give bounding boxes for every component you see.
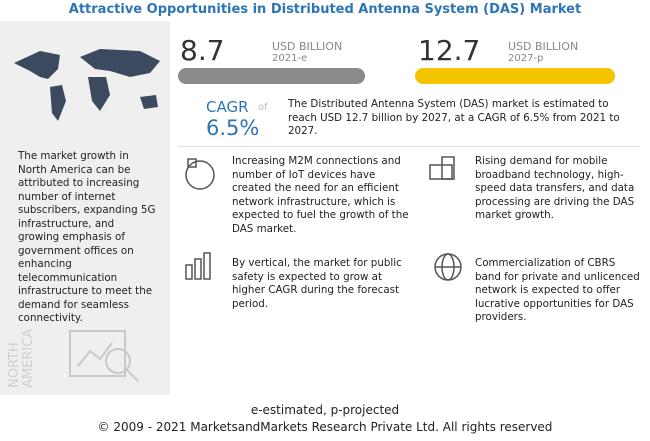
footer-note: e-estimated, p-projected <box>250 403 400 417</box>
stat-year: 2027-p <box>508 53 544 64</box>
stat-value: 8.7 <box>180 34 225 67</box>
stat-bar <box>415 68 615 84</box>
point-text: Commercialization of CBRS band for priva… <box>475 257 640 323</box>
cagr-value: 6.5% <box>206 116 260 140</box>
point-text: Increasing M2M connections and number of… <box>232 155 409 235</box>
cagr-label: CAGR <box>206 98 249 116</box>
region: NORTH AMERICA <box>7 328 36 388</box>
stat-unit: USD BILLION <box>508 40 579 53</box>
left-text: The market growth in North America can b… <box>18 150 156 324</box>
point-text: By vertical, the market for public safet… <box>232 257 402 310</box>
stat-year: 2021-e <box>272 53 308 64</box>
world-map <box>14 49 160 121</box>
stat-value: 12.7 <box>418 34 481 67</box>
stat-unit: USD BILLION <box>272 40 343 53</box>
title: Attractive Opportunities in Distributed … <box>68 2 582 17</box>
cagr-text: The Distributed Antenna System (DAS) mar… <box>288 98 620 137</box>
point-icons <box>185 156 462 281</box>
divider <box>178 146 640 147</box>
left-panel <box>0 21 170 395</box>
analytics-icon <box>69 330 139 382</box>
copyright: © 2009 - 2021 MarketsandMarkets Research… <box>97 420 553 434</box>
cagr-of: of <box>258 102 268 113</box>
left-graphics <box>14 49 160 382</box>
stat-bar <box>178 68 365 84</box>
point-text: Rising demand for mobile broadband techn… <box>475 155 635 221</box>
